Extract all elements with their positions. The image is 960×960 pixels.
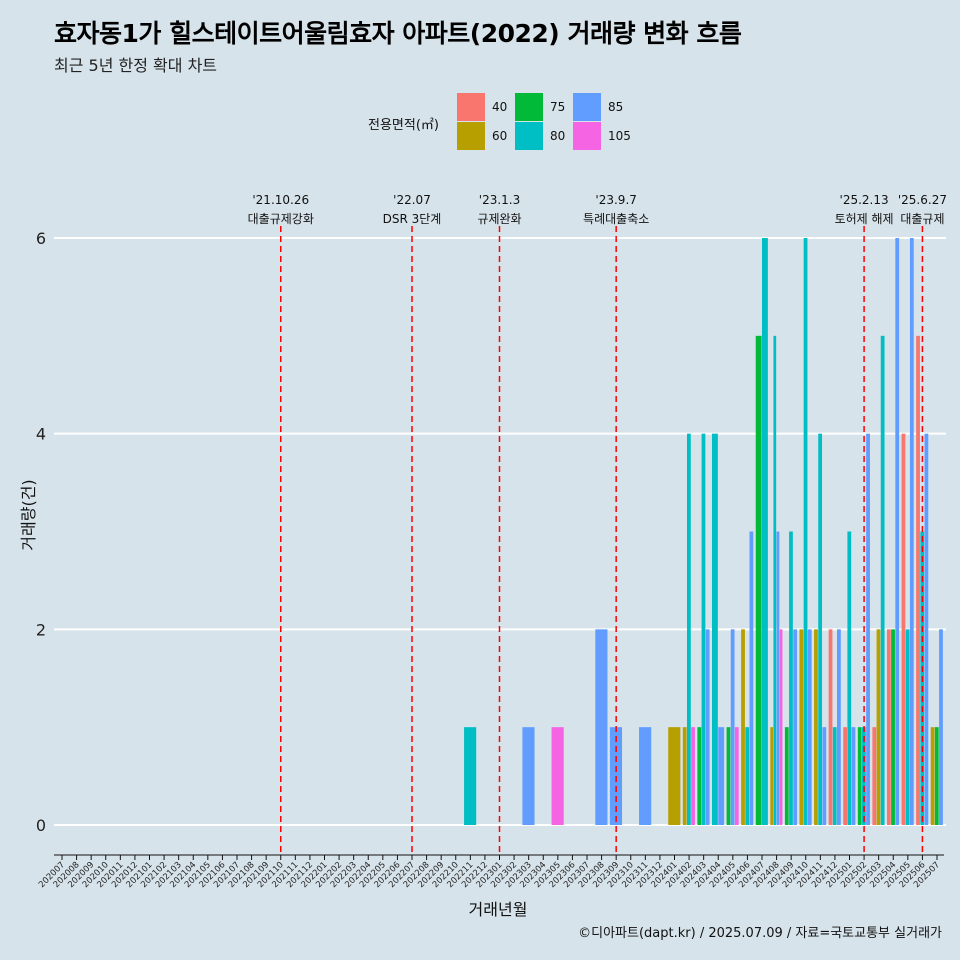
bar-202401-60: [668, 727, 681, 825]
legend-swatch-40: [457, 93, 485, 121]
bar-202402-60: [682, 727, 687, 825]
legend-swatch-60: [457, 122, 485, 150]
event-date: '21.10.26: [252, 193, 309, 207]
bar-202504-75: [891, 629, 895, 825]
bar-202308-85: [595, 629, 608, 825]
bar-202405-105: [734, 727, 739, 825]
bar-202305-105: [551, 727, 564, 825]
y-tick-label: 2: [36, 620, 46, 639]
event-label: DSR 3단계: [383, 212, 442, 226]
legend-label-105: 105: [608, 129, 631, 143]
bar-202405-85: [730, 629, 735, 825]
bar-202410-80: [803, 238, 808, 825]
bar-202501-40: [843, 727, 848, 825]
event-date: '22.07: [393, 193, 431, 207]
bar-202505-40: [901, 433, 906, 825]
legend-swatch-75: [515, 93, 543, 121]
event-date: '25.2.13: [840, 193, 889, 207]
bar-202406-80: [745, 727, 750, 825]
bar-202507-85: [939, 629, 943, 825]
legend-swatch-85: [573, 93, 601, 121]
bar-202311-85: [639, 727, 652, 825]
bar-202411-60: [814, 629, 818, 825]
legend-label-60: 60: [492, 129, 508, 143]
legend-item-105: 105: [573, 122, 631, 150]
bar-202504-85: [895, 238, 900, 825]
bar-202410-85: [807, 629, 812, 825]
y-tick-label: 4: [36, 425, 46, 444]
legend-title: 전용면적(㎡): [368, 118, 439, 133]
bar-202403-85: [705, 629, 710, 825]
bar-202404-80: [711, 433, 718, 825]
bar-202502-85: [866, 433, 870, 825]
event-date: '23.1.3: [479, 193, 520, 207]
bar-202506-40: [916, 335, 920, 825]
bar-202408-80: [773, 335, 777, 825]
bar-202505-80: [905, 629, 910, 825]
source-caption: ©디아파트(dapt.kr) / 2025.07.09 / 자료=국토교통부 실…: [578, 926, 942, 941]
bar-202406-85: [749, 531, 754, 825]
bar-202412-85: [837, 629, 841, 825]
legend-item-40: 40: [457, 93, 507, 121]
legend-swatch-80: [515, 122, 543, 150]
event-label: 규제완화: [477, 212, 521, 226]
chart-title: 효자동1가 힐스테이트어울림효자 아파트(2022) 거래량 변화 흐름: [54, 19, 742, 48]
bar-202503-40: [872, 727, 877, 825]
bar-202504-40: [886, 629, 891, 825]
bar-202407-80: [762, 238, 768, 825]
bar-202402-80: [686, 433, 691, 825]
event-date: '25.6.27: [898, 193, 947, 207]
bar-202405-75: [726, 727, 731, 825]
event-label: 대출규제강화: [248, 212, 314, 226]
legend-label-80: 80: [550, 129, 566, 143]
bar-202303-85: [522, 727, 535, 825]
event-label: 특례대출축소: [583, 212, 649, 226]
y-tick-label: 6: [36, 229, 46, 248]
bar-202507-60: [930, 727, 935, 825]
bar-202403-75: [697, 727, 702, 825]
bar-202501-85: [851, 727, 856, 825]
bar-202406-60: [741, 629, 745, 825]
legend-item-60: 60: [457, 122, 507, 150]
legend-item-80: 80: [515, 122, 565, 150]
legend-swatch-105: [573, 122, 601, 150]
bar-202505-85: [909, 238, 914, 825]
bar-202407-75: [755, 335, 762, 825]
bar-202410-60: [799, 629, 804, 825]
bar-202403-80: [701, 433, 706, 825]
bar-202412-80: [832, 727, 837, 825]
bar-202411-80: [818, 433, 823, 825]
y-tick-label: 0: [36, 816, 46, 835]
bar-202408-60: [770, 727, 774, 825]
legend-label-75: 75: [550, 100, 566, 114]
bar-202501-80: [847, 531, 852, 825]
bar-202408-105: [779, 629, 783, 825]
bar-202507-75: [934, 727, 939, 825]
chart-subtitle: 최근 5년 한정 확대 차트: [54, 56, 218, 75]
bar-202211-80: [464, 727, 477, 825]
bar-202411-85: [822, 727, 827, 825]
bar-202402-105: [691, 727, 695, 825]
bar-202503-80: [880, 335, 885, 825]
y-axis-title: 거래량(건): [19, 479, 38, 550]
bar-202409-75: [784, 727, 789, 825]
bar-202503-60: [876, 629, 881, 825]
bar-202404-85: [718, 727, 725, 825]
bar-202409-80: [789, 531, 793, 825]
legend-item-75: 75: [515, 93, 565, 121]
bar-202412-40: [828, 629, 833, 825]
bar-202502-75: [857, 727, 862, 825]
bar-202408-85: [776, 531, 780, 825]
event-label: 대출규제: [900, 212, 944, 226]
legend-label-40: 40: [492, 100, 508, 114]
event-date: '23.9.7: [595, 193, 636, 207]
legend-item-85: 85: [573, 93, 623, 121]
legend-label-85: 85: [608, 100, 624, 114]
bar-202409-85: [793, 629, 798, 825]
bar-202506-85: [924, 433, 929, 825]
event-label: 토허제 해제: [835, 212, 894, 226]
x-axis-title: 거래년월: [469, 900, 528, 919]
